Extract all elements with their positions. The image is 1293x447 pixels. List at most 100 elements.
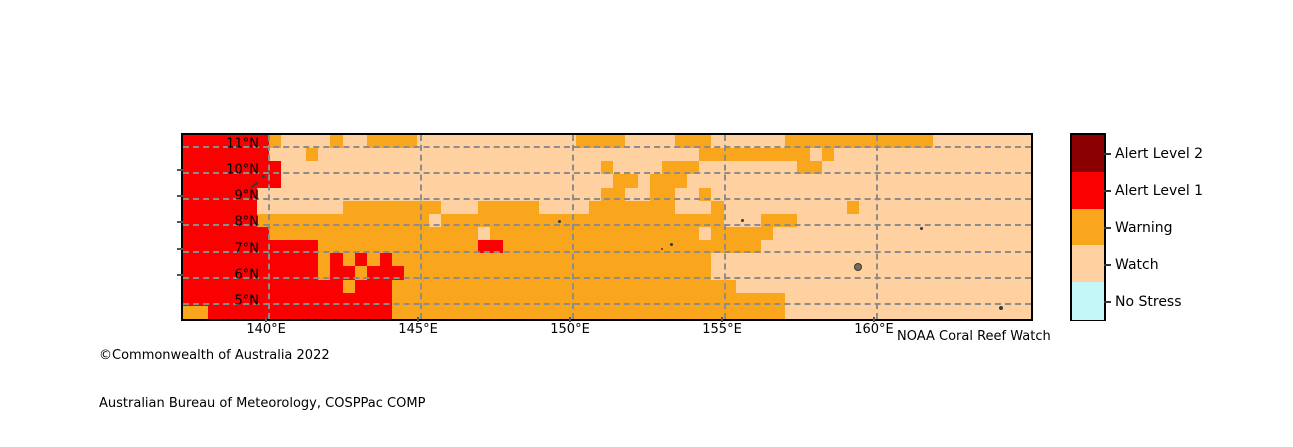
heatmap-cell (318, 253, 332, 268)
heatmap-cell (342, 135, 369, 149)
heatmap-cell (699, 187, 713, 202)
heatmap-cell (477, 227, 491, 241)
legend-label: Watch (1115, 256, 1159, 273)
y-axis-tick-label: 10°N (226, 162, 259, 178)
heatmap-cell (318, 240, 480, 255)
heatmap-cell (428, 213, 442, 228)
heatmap-cell (711, 135, 787, 149)
x-axis-tick-mark (872, 317, 875, 322)
heatmap-cell (613, 161, 664, 176)
heatmap-cell (305, 148, 319, 163)
heatmap-cell (269, 148, 308, 163)
y-axis-tick-mark (177, 168, 183, 171)
heatmap-cell (588, 200, 676, 215)
credit-agency: Australian Bureau of Meteorology, COSPPa… (99, 396, 426, 411)
heatmap-cell (281, 174, 615, 189)
heatmap-cell (318, 148, 701, 163)
y-axis-tick-label: 5°N (234, 293, 260, 309)
y-axis-tick-label: 11°N (226, 136, 259, 151)
legend-label: Warning (1115, 219, 1173, 236)
heatmap-cell (600, 161, 614, 176)
heatmap-cell (183, 279, 344, 294)
heatmap-cell (183, 148, 270, 163)
coastline-mark (670, 243, 673, 246)
heatmap-cell (846, 200, 860, 215)
heatmap-cells (183, 135, 1031, 319)
heatmap-cell (183, 187, 258, 202)
heatmap-cell (183, 174, 282, 189)
x-axis-tick-label: 140°E (246, 322, 286, 337)
legend-tick-mark (1104, 190, 1111, 193)
legend-swatch (1072, 171, 1104, 210)
heatmap-cell (650, 187, 676, 202)
coastline-mark (920, 227, 923, 230)
x-axis-tick-label: 160°E (854, 322, 894, 337)
y-axis-tick-mark (177, 221, 183, 224)
heatmap-cell (809, 148, 823, 163)
heatmap-cell (416, 135, 578, 149)
heatmap-cell (441, 213, 726, 228)
heatmap-cell (600, 187, 627, 202)
heatmap-cell (330, 253, 344, 268)
heatmap-cell (711, 187, 1031, 202)
heatmap-cell (650, 174, 688, 189)
heatmap-cell (183, 213, 258, 228)
y-axis-tick-label: 7°N (234, 241, 260, 257)
heatmap-cell (281, 135, 332, 149)
y-axis-tick-label: 6°N (234, 267, 260, 283)
legend-swatch (1072, 135, 1104, 173)
y-axis-tick-mark (177, 273, 183, 276)
x-axis-tick-label: 155°E (702, 322, 742, 337)
heatmap-cell (391, 253, 713, 268)
heatmap-cell (822, 148, 836, 163)
heatmap-cell (183, 253, 319, 268)
x-axis-tick-mark (569, 317, 572, 322)
y-axis-tick-label: 8°N (234, 214, 260, 230)
heatmap-cell (502, 240, 762, 255)
coastline-mark (262, 175, 265, 178)
heatmap-cell (342, 200, 442, 215)
legend-colorbar (1070, 133, 1106, 321)
legend-tick-mark (1104, 226, 1111, 229)
heatmap-cell (711, 200, 725, 215)
legend-tick-mark (1104, 263, 1111, 266)
heatmap-cell (441, 200, 480, 215)
heatmap-cell (723, 200, 848, 215)
x-axis-tick-label: 145°E (398, 322, 438, 337)
legend-swatch (1072, 245, 1104, 284)
heatmap-cell (404, 266, 713, 281)
y-axis-tick-mark (177, 247, 183, 250)
coastline-mark (661, 248, 663, 250)
heatmap-cell (490, 227, 701, 241)
legend-swatch (1072, 282, 1104, 321)
heatmap-cell (785, 292, 1031, 307)
heatmap-cell (355, 253, 369, 268)
heatmap-cell (183, 240, 319, 255)
heatmap-cell (367, 266, 406, 281)
heatmap-cell (342, 279, 356, 294)
heatmap-cell (207, 305, 393, 319)
heatmap-cell (699, 148, 812, 163)
x-axis-tick-mark (721, 317, 724, 322)
heatmap-cell (379, 253, 393, 268)
heatmap-cell (797, 213, 1031, 228)
x-axis-tick-mark (265, 317, 268, 322)
heatmap-cell (625, 135, 676, 149)
heatmap-cell (699, 161, 799, 176)
heatmap-cell (797, 161, 824, 176)
heatmap-cell (355, 266, 369, 281)
credit-bom: ©Commonwealth of Australia 2022 Australi… (99, 316, 425, 444)
legend-swatch (1072, 208, 1104, 247)
heatmap-cell (183, 227, 270, 241)
heatmap-cell (674, 135, 713, 149)
heatmap-cell (674, 200, 713, 215)
heatmap-cell (686, 174, 1031, 189)
legend-label: Alert Level 2 (1115, 146, 1204, 163)
heatmap-cell (391, 279, 737, 294)
heatmap-cell (256, 213, 430, 228)
coastline-mark (999, 306, 1003, 310)
heatmap-cell (699, 227, 713, 241)
heatmap-cell (711, 227, 775, 241)
heatmap-cell (355, 279, 394, 294)
